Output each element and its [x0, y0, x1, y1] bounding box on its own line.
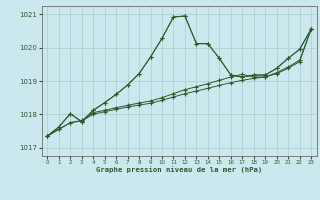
- X-axis label: Graphe pression niveau de la mer (hPa): Graphe pression niveau de la mer (hPa): [96, 167, 262, 173]
